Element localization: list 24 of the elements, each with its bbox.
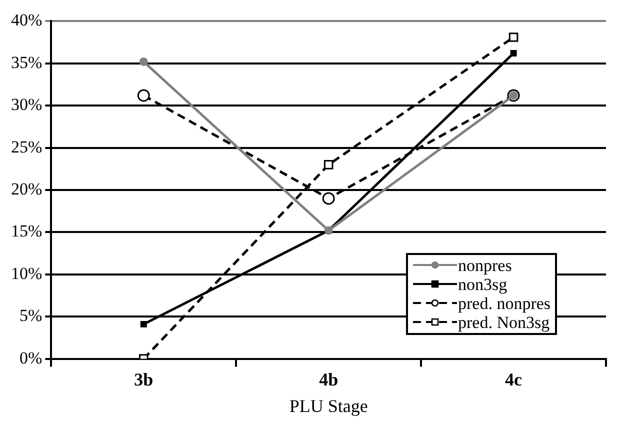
legend-label: non3sg: [458, 274, 508, 294]
point: [139, 57, 148, 66]
point: [137, 89, 150, 102]
y-tick-label: 10%: [10, 264, 42, 283]
y-tick-label: 5%: [19, 306, 42, 326]
y-tick-label: 15%: [10, 222, 42, 241]
point: [510, 50, 517, 56]
x-tick-label: 4b: [319, 369, 338, 390]
x-tick-label: 4c: [505, 369, 522, 390]
point: [322, 192, 335, 205]
y-tick-label: 0%: [19, 348, 42, 368]
y-tick-label: 40%: [10, 10, 42, 30]
y-tick-label: 20%: [10, 179, 42, 198]
x-tick-label: 3b: [134, 369, 154, 390]
point: [140, 320, 147, 328]
legend-label: pred. nonpres: [458, 294, 551, 313]
point: [508, 32, 518, 42]
y-tick-label: 35%: [10, 52, 42, 72]
y-tick-label: 30%: [10, 95, 42, 114]
legend-label: nonpres: [458, 256, 512, 275]
x-axis-title: PLU Stage: [289, 396, 368, 416]
legend-label: pred. Non3sg: [458, 312, 550, 332]
point: [324, 160, 334, 170]
y-tick-label: 25%: [10, 137, 42, 156]
